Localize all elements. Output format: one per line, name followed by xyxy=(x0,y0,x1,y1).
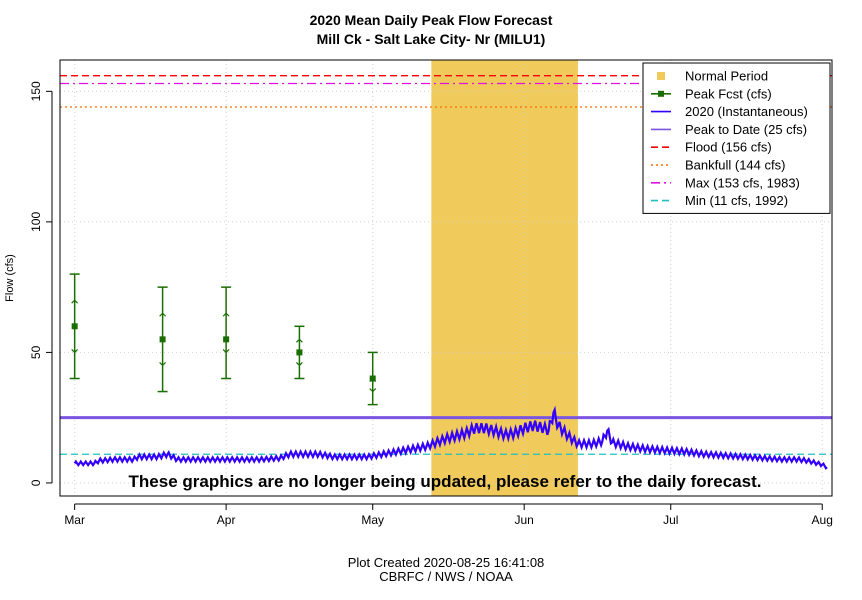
forecast-arrow-down xyxy=(369,388,377,393)
legend-swatch-marker xyxy=(658,90,664,97)
chart-subtitle: Mill Ck - Salt Lake City- Nr (MILU1) xyxy=(317,31,546,47)
forecast-arrow-down xyxy=(222,348,230,354)
peak-forecast-layer xyxy=(69,273,378,406)
forecast-arrow-up xyxy=(159,312,167,317)
x-tick-label-1: Apr xyxy=(217,513,236,527)
peak-forecast-4 xyxy=(367,351,378,406)
peak-forecast-2 xyxy=(221,286,232,380)
y-tick-label-3: 150 xyxy=(29,81,43,101)
forecast-median-marker xyxy=(159,336,166,343)
legend-label-4: Flood (156 cfs) xyxy=(685,140,772,155)
legend-swatch-square xyxy=(657,72,665,80)
forecast-arrow-down xyxy=(159,362,167,367)
legend-entry-0: Normal Period xyxy=(657,69,768,84)
legend-entry-7: Min (11 cfs, 1992) xyxy=(651,193,788,208)
legend-entry-6: Max (153 cfs, 1983) xyxy=(651,175,800,190)
chart-title-group: 2020 Mean Daily Peak Flow Forecast Mill … xyxy=(310,12,553,47)
normal-period-band xyxy=(431,60,578,496)
y-axis-label: Flow (cfs) xyxy=(4,254,16,302)
legend-entry-3: Peak to Date (25 cfs) xyxy=(651,122,807,137)
y-tick-label-0: 0 xyxy=(29,479,43,486)
forecast-arrow-up xyxy=(222,312,230,317)
x-tick-label-4: Jul xyxy=(663,513,678,527)
legend-label-6: Max (153 cfs, 1983) xyxy=(685,175,800,190)
legend-entry-1: Peak Fcst (cfs) xyxy=(651,86,772,101)
y-tick-label-1: 50 xyxy=(29,345,43,359)
legend-label-1: Peak Fcst (cfs) xyxy=(685,86,772,101)
forecast-median-marker xyxy=(223,336,230,343)
plot-frame xyxy=(59,59,833,497)
legend-label-5: Bankfull (144 cfs) xyxy=(685,158,785,173)
footer-agency: CBRFC / NWS / NOAA xyxy=(379,569,513,584)
series-layer xyxy=(73,405,828,470)
forecast-arrow-down xyxy=(71,348,79,354)
forecast-arrow-up xyxy=(71,299,79,304)
peak-forecast-3 xyxy=(294,325,305,380)
legend-entry-2: 2020 (Instantaneous) xyxy=(651,104,808,119)
peak-forecast-1 xyxy=(157,286,168,393)
legend-label-2: 2020 (Instantaneous) xyxy=(685,104,808,119)
legend-box xyxy=(642,62,831,214)
normal-period-layer xyxy=(431,60,578,496)
legend-label-0: Normal Period xyxy=(685,69,768,84)
forecast-median-marker xyxy=(296,349,303,356)
series-line-0 xyxy=(73,405,828,470)
legend-entry-4: Flood (156 cfs) xyxy=(651,140,772,155)
forecast-median-marker xyxy=(369,375,376,382)
x-tick-label-2: May xyxy=(361,513,384,527)
legend-label-7: Min (11 cfs, 1992) xyxy=(685,193,788,208)
legend-entry-5: Bankfull (144 cfs) xyxy=(651,158,785,173)
forecast-arrow-down xyxy=(295,362,303,367)
legend-label-3: Peak to Date (25 cfs) xyxy=(685,122,807,137)
x-tick-label-3: Jun xyxy=(514,513,533,527)
legend: Normal Period Peak Fcst (cfs) 2020 (Instan… xyxy=(642,62,831,214)
x-tick-label-5: Aug xyxy=(812,513,833,527)
chart-title: 2020 Mean Daily Peak Flow Forecast xyxy=(310,12,553,28)
forecast-median-marker xyxy=(71,323,78,330)
peak-forecast-0 xyxy=(69,273,80,380)
notice-banner: These graphics are no longer being updat… xyxy=(129,472,762,491)
x-tick-label-0: Mar xyxy=(64,513,85,527)
y-tick-label-2: 100 xyxy=(29,212,43,232)
forecast-arrow-up xyxy=(295,338,303,343)
footer-created: Plot Created 2020-08-25 16:41:08 xyxy=(348,555,545,570)
axes-layer: Mar Apr May Jun Jul Aug 0 50 100 150 xyxy=(29,81,833,527)
